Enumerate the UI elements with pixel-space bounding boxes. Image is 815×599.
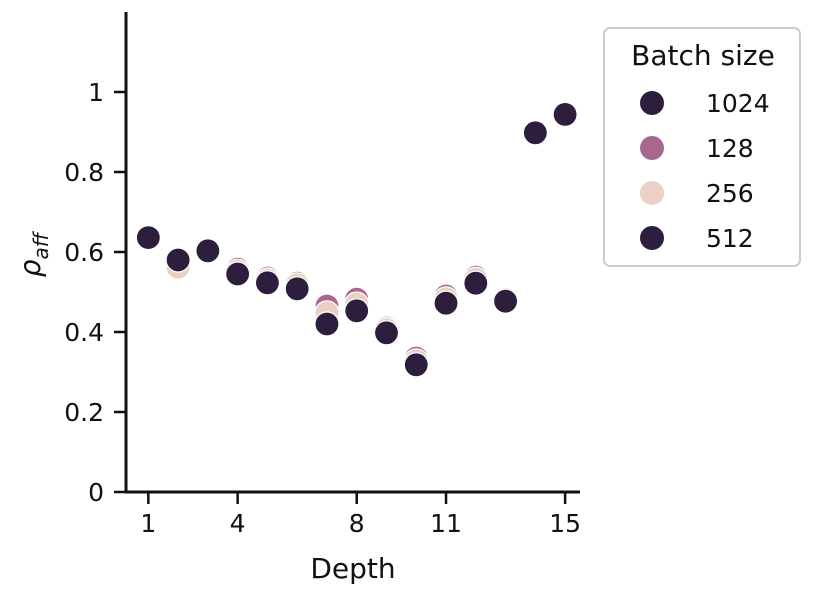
data-point — [314, 311, 340, 337]
legend-label: 128 — [706, 134, 754, 163]
series-512 — [135, 101, 578, 378]
data-point — [254, 270, 281, 296]
legend-entry-128: 128 — [640, 134, 754, 163]
y-tick-label: 0 — [88, 478, 104, 507]
x-tick-label: 4 — [230, 509, 246, 538]
y-tick-label: 0.2 — [64, 398, 104, 427]
legend-label: 256 — [706, 179, 754, 208]
y-tick-label: 1 — [88, 78, 104, 107]
data-point — [165, 247, 191, 273]
data-point — [135, 225, 161, 251]
y-axis-title-base: ρ — [14, 259, 47, 277]
data-point — [344, 298, 370, 324]
data-point — [492, 288, 519, 314]
x-tick-label: 1 — [140, 509, 156, 538]
data-point — [373, 320, 400, 346]
legend-entry-1024: 1024 — [640, 89, 770, 118]
data-point — [552, 101, 578, 128]
series-256 — [135, 102, 578, 374]
y-tick-label: 0.8 — [64, 158, 104, 187]
data-point — [195, 238, 221, 264]
y-tick-label: 0.6 — [64, 238, 104, 267]
series-128 — [135, 103, 578, 371]
legend-marker — [640, 226, 664, 250]
x-tick-label: 15 — [549, 509, 581, 538]
x-tick-label: 11 — [430, 509, 462, 538]
legend-frame — [603, 27, 801, 267]
legend-marker — [640, 136, 664, 160]
y-axis-title-subscript: aff — [29, 230, 53, 259]
legend-title: Batch size — [631, 39, 775, 72]
data-point — [284, 276, 310, 302]
data-point — [522, 120, 548, 146]
series-1024 — [135, 102, 578, 376]
data-points — [135, 101, 578, 378]
legend-marker — [640, 91, 664, 115]
legend: Batch size 1024 128 256 512 — [603, 27, 801, 267]
y-tick-label: 0.4 — [64, 318, 104, 347]
legend-entries: 1024 128 256 512 — [640, 89, 770, 253]
legend-marker — [640, 181, 664, 205]
data-point — [225, 261, 251, 287]
y-axis-title: ρaff — [14, 230, 53, 277]
legend-label: 1024 — [706, 89, 770, 118]
data-point — [463, 270, 489, 296]
legend-entry-512: 512 — [640, 224, 754, 253]
x-tick-label: 8 — [349, 509, 365, 538]
data-point — [433, 290, 459, 316]
legend-label: 512 — [706, 224, 754, 253]
ticks: 1 4 8 11 15 0 0.2 0.4 0.6 0.8 1 — [64, 78, 581, 538]
axes — [124, 12, 580, 494]
legend-entry-256: 256 — [640, 179, 754, 208]
x-axis-title: Depth — [310, 552, 395, 585]
data-point — [403, 352, 429, 378]
